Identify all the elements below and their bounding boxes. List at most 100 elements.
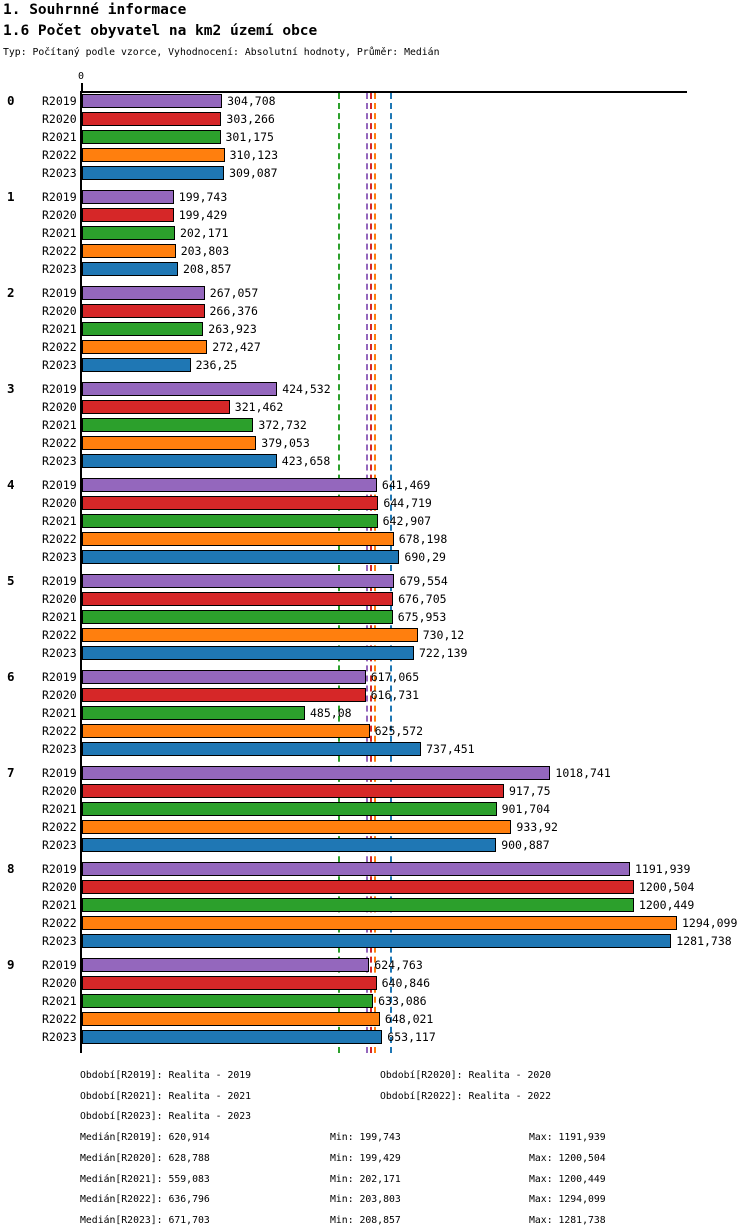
bar-value-label: 653,117 bbox=[387, 1030, 436, 1044]
chart-title: 1.6 Počet obyvatel na km2 území obce bbox=[3, 23, 318, 39]
series-row-label: R2022 bbox=[42, 436, 77, 450]
series-row-label: R2019 bbox=[42, 766, 77, 780]
series-row-label: R2023 bbox=[42, 358, 77, 372]
legend-period: Období[R2021]: Realita - 2021 bbox=[80, 1090, 252, 1102]
bar bbox=[82, 496, 379, 510]
series-row-label: R2023 bbox=[42, 262, 77, 276]
bar-value-label: 1191,939 bbox=[635, 862, 691, 876]
bar-value-label: 648,021 bbox=[384, 1012, 434, 1026]
group-label: 6 bbox=[7, 669, 15, 684]
median-line-R2022 bbox=[373, 93, 376, 1053]
bar-value-label: 633,086 bbox=[378, 994, 427, 1008]
group-label: 7 bbox=[7, 765, 15, 780]
series-row-label: R2022 bbox=[42, 724, 77, 738]
bar-value-label: 917,75 bbox=[509, 784, 551, 798]
series-row-label: R2019 bbox=[42, 286, 77, 300]
bar-value-label: 617,065 bbox=[370, 670, 420, 684]
series-row-label: R2020 bbox=[42, 304, 77, 318]
bar bbox=[82, 130, 221, 144]
series-row-label: R2022 bbox=[42, 148, 77, 162]
bar-value-label: 423,658 bbox=[281, 454, 331, 468]
series-row-label: R2019 bbox=[42, 478, 77, 492]
bar-value-label: 676,705 bbox=[398, 592, 447, 606]
bar-value-label: 616,731 bbox=[370, 688, 420, 702]
bar bbox=[82, 262, 178, 276]
stat-max: Max: 1294,099 bbox=[529, 1194, 606, 1206]
legend-period: Období[R2020]: Realita - 2020 bbox=[380, 1070, 552, 1081]
group-label: 9 bbox=[7, 957, 15, 972]
median-line-R2021 bbox=[338, 93, 341, 1053]
group-label: 4 bbox=[7, 477, 15, 492]
bar-value-label: 304,708 bbox=[227, 94, 276, 108]
bar-value-label: 309,087 bbox=[229, 166, 278, 180]
series-row-label: R2019 bbox=[42, 958, 77, 972]
bar-value-label: 263,923 bbox=[208, 322, 257, 336]
series-row-label: R2020 bbox=[42, 400, 77, 414]
series-row-label: R2020 bbox=[42, 688, 77, 702]
bar bbox=[82, 454, 277, 468]
stat-max: Max: 1191,939 bbox=[529, 1132, 606, 1144]
bar-value-label: 642,907 bbox=[382, 514, 432, 528]
bar-value-label: 690,29 bbox=[404, 550, 446, 564]
bar bbox=[82, 670, 366, 684]
bar bbox=[82, 226, 175, 240]
series-row-label: R2022 bbox=[42, 916, 77, 930]
series-row-label: R2022 bbox=[42, 244, 77, 258]
x-axis-line bbox=[82, 91, 687, 93]
legend-period: Období[R2022]: Realita - 2022 bbox=[380, 1090, 552, 1102]
series-row-label: R2021 bbox=[42, 226, 77, 240]
series-row-label: R2023 bbox=[42, 742, 77, 756]
chart-meta: Typ: Počítaný podle vzorce, Vyhodnocení:… bbox=[3, 47, 440, 58]
legend-period: Období[R2023]: Realita - 2023 bbox=[80, 1111, 252, 1123]
bar bbox=[82, 358, 191, 372]
group-label: 1 bbox=[7, 189, 15, 204]
series-row-label: R2021 bbox=[42, 706, 77, 720]
series-row-label: R2020 bbox=[42, 592, 77, 606]
bar-value-label: 301,175 bbox=[225, 130, 274, 144]
bar-value-label: 737,451 bbox=[426, 742, 475, 756]
bar bbox=[82, 244, 176, 258]
bar-value-label: 901,704 bbox=[501, 802, 551, 816]
bar bbox=[82, 610, 393, 624]
bar-value-label: 678,198 bbox=[398, 532, 448, 546]
bar bbox=[82, 628, 418, 642]
bar bbox=[82, 382, 278, 396]
series-row-label: R2020 bbox=[42, 976, 77, 990]
bar bbox=[82, 898, 634, 912]
stat-min: Min: 199,743 bbox=[330, 1132, 401, 1144]
series-row-label: R2021 bbox=[42, 898, 77, 912]
bar-value-label: 722,139 bbox=[419, 646, 468, 660]
median-line-R2019 bbox=[366, 93, 369, 1053]
group-label: 0 bbox=[7, 93, 15, 108]
bar bbox=[82, 742, 422, 756]
legend-period: Období[R2019]: Realita - 2019 bbox=[80, 1070, 252, 1081]
bar-value-label: 310,123 bbox=[229, 148, 279, 162]
bar bbox=[82, 436, 257, 450]
bar bbox=[82, 322, 204, 336]
stat-max: Max: 1200,504 bbox=[529, 1152, 606, 1164]
series-row-label: R2019 bbox=[42, 670, 77, 684]
bar-value-label: 199,429 bbox=[178, 208, 228, 222]
section-title: 1. Souhrnné informace bbox=[3, 2, 187, 18]
series-row-label: R2023 bbox=[42, 454, 77, 468]
bar-value-label: 1200,449 bbox=[638, 898, 695, 912]
stat-median: Medián[R2019]: 620,914 bbox=[80, 1132, 210, 1144]
bar-value-label: 675,953 bbox=[397, 610, 447, 624]
series-row-label: R2019 bbox=[42, 574, 77, 588]
bar-value-label: 625,572 bbox=[374, 724, 424, 738]
stat-median: Medián[R2023]: 671,703 bbox=[80, 1214, 210, 1226]
bar bbox=[82, 958, 370, 972]
bar-chart: 0 0 R2019 304,708 R2020 303,266 R2021 301,175 R… bbox=[7, 71, 737, 1053]
stat-max: Max: 1281,738 bbox=[529, 1214, 606, 1226]
chart-footer: Období[R2019]: Realita - 2019 Období[R202… bbox=[0, 1060, 750, 1232]
bar-value-label: 208,857 bbox=[183, 262, 232, 276]
bar-value-label: 644,719 bbox=[383, 496, 432, 510]
series-row-label: R2023 bbox=[42, 838, 77, 852]
bar bbox=[82, 166, 225, 180]
bar bbox=[82, 1030, 383, 1044]
group-label: 8 bbox=[7, 861, 15, 876]
bar-value-label: 267,057 bbox=[209, 286, 259, 300]
series-row-label: R2020 bbox=[42, 784, 77, 798]
bar bbox=[82, 646, 414, 660]
bar-value-label: 424,532 bbox=[282, 382, 331, 396]
